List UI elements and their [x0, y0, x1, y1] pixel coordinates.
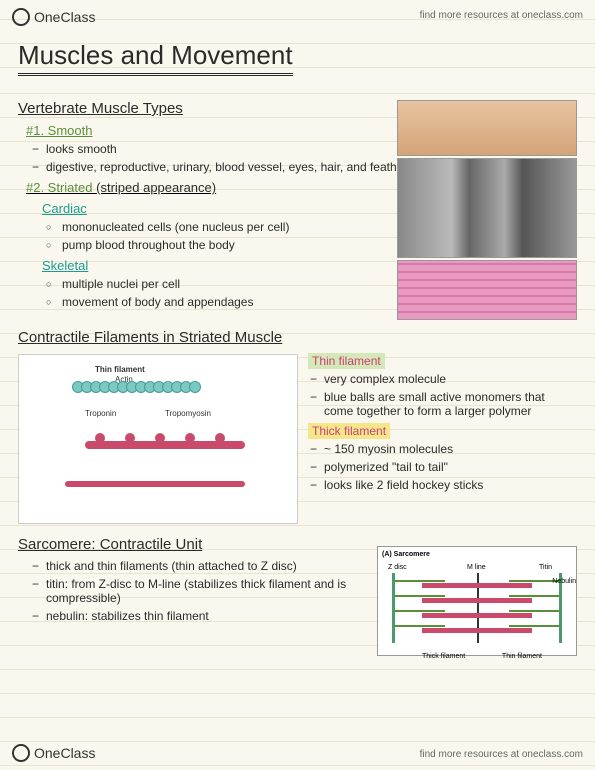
filament-diagram: Thin filament Actin Troponin Tropomyosin: [18, 354, 298, 524]
list-item: polymerized "tail to tail": [324, 460, 577, 474]
smooth-tissue-image: [397, 100, 577, 156]
page-content: Muscles and Movement Vertebrate Muscle T…: [0, 0, 595, 686]
list-item: nebulin: stabilizes thin filament: [46, 609, 376, 623]
cardiac-tissue-image: [397, 158, 577, 258]
thick-filament-label: Thick filament: [308, 424, 577, 438]
thin-filament-label: Thin filament: [308, 354, 577, 368]
list-item: ~ 150 myosin molecules: [324, 442, 577, 456]
tagline-bottom: find more resources at oneclass.com: [420, 749, 583, 760]
list-item: blue balls are small active monomers tha…: [324, 390, 577, 418]
page-title: Muscles and Movement: [18, 40, 293, 76]
section2-row: Thin filament Actin Troponin Tropomyosin: [18, 354, 577, 524]
sarcomere-diagram: (A) Sarcomere Z disc M line Titin: [377, 546, 577, 656]
filament-notes: Thin filament very complex molecule blue…: [308, 354, 577, 524]
tissue-images: [397, 100, 577, 322]
list-item: very complex molecule: [324, 372, 577, 386]
section3-row: Sarcomere: Contractile Unit thick and th…: [18, 536, 577, 656]
section2-heading: Contractile Filaments in Striated Muscle: [18, 329, 577, 346]
skeletal-tissue-image: [397, 260, 577, 320]
brand-footer: OneClass: [12, 744, 95, 762]
brand-name: OneClass: [34, 745, 95, 761]
list-item: looks like 2 field hockey sticks: [324, 478, 577, 492]
list-item: titin: from Z-disc to M-line (stabilizes…: [46, 577, 376, 605]
brand-icon: [12, 744, 30, 762]
list-item: thick and thin filaments (thin attached …: [46, 559, 376, 573]
